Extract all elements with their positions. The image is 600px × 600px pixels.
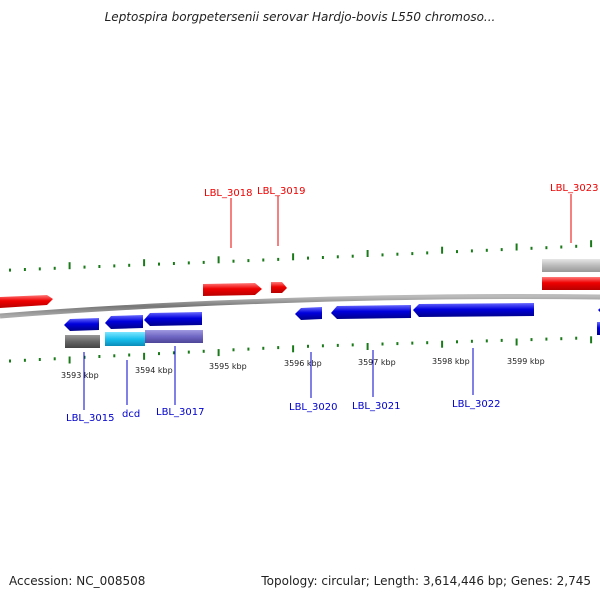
outer-tick-ring	[9, 240, 593, 272]
map-title: Leptospira borgpetersenii serovar Hardjo…	[104, 10, 496, 24]
gene-label-dcd[interactable]: dcd	[122, 409, 140, 420]
kbp-label: 3594 kbp	[135, 366, 173, 375]
kbp-label: 3593 kbp	[61, 371, 99, 380]
inner-tick-ring	[9, 336, 593, 364]
gene-label-lbl-3022[interactable]: LBL_3022	[452, 399, 500, 410]
reverse-gene-lbl-3020-arrow[interactable]	[295, 307, 322, 320]
dcd-gene-bar[interactable]	[105, 332, 145, 346]
reverse-gene-bar[interactable]	[597, 322, 600, 335]
forward-gene-lbl-3019-arrow[interactable]	[271, 282, 287, 293]
kbp-label: 3599 kbp	[507, 357, 545, 366]
gene-label-lbl-3023[interactable]: LBL_3023	[550, 183, 598, 194]
reverse-gene-lbl-3021-arrow[interactable]	[331, 305, 411, 319]
kbp-label: 3597 kbp	[358, 358, 396, 367]
gene-label-lbl-3017[interactable]: LBL_3017	[156, 407, 204, 418]
kbp-label: 3596 kbp	[284, 359, 322, 368]
gene-label-lbl-3015[interactable]: LBL_3015	[66, 413, 114, 424]
gene-label-lbl-3021[interactable]: LBL_3021	[352, 401, 400, 412]
reverse-gene-arrow[interactable]	[64, 318, 99, 331]
gene-label-lbl-3018[interactable]: LBL_3018	[204, 188, 252, 199]
forward-gene-labels: LBL_3018 LBL_3019 LBL_3023	[204, 183, 598, 248]
reverse-gene-arrow[interactable]	[105, 315, 143, 329]
pseudogene-bar[interactable]	[65, 335, 100, 348]
pseudogene-bar[interactable]	[542, 259, 600, 272]
kbp-label: 3595 kbp	[209, 362, 247, 371]
forward-gene-lbl-3018-arrow[interactable]	[203, 283, 262, 296]
topology-summary: Topology: circular; Length: 3,614,446 bp…	[261, 574, 591, 588]
reverse-gene-labels: LBL_3015 dcd LBL_3017 LBL_3020 LBL_3021 …	[66, 346, 500, 424]
reverse-gene-arrow[interactable]	[144, 312, 202, 326]
lbl-3017-gene-bar[interactable]	[145, 330, 203, 343]
forward-gene-arrow[interactable]	[0, 295, 53, 308]
chromosome-backbone	[0, 293, 600, 319]
gene-label-lbl-3019[interactable]: LBL_3019	[257, 186, 305, 197]
forward-gene-lbl-3023-bar[interactable]	[542, 277, 600, 290]
gene-label-lbl-3020[interactable]: LBL_3020	[289, 402, 337, 413]
kbp-scale: 3593 kbp 3594 kbp 3595 kbp 3596 kbp 3597…	[61, 357, 545, 380]
accession-text: Accession: NC_008508	[9, 574, 146, 588]
reverse-gene-lbl-3022-arrow[interactable]	[413, 303, 534, 317]
kbp-label: 3598 kbp	[432, 357, 470, 366]
